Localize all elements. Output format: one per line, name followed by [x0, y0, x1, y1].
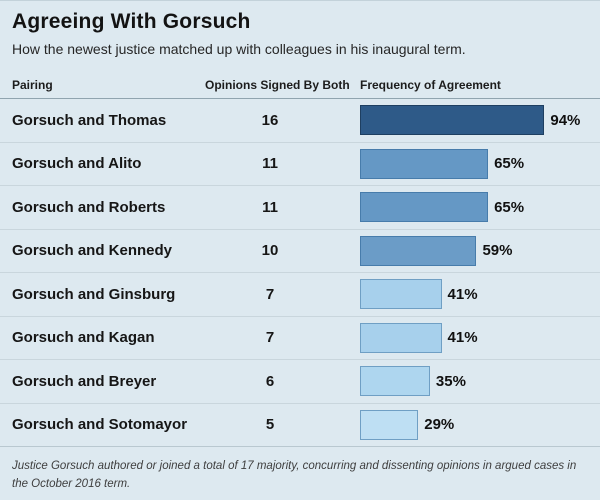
table-row: Gorsuch and Alito 11 65% [0, 143, 600, 186]
table-row: Gorsuch and Sotomayor 5 29% [0, 404, 600, 447]
agreement-bar [360, 322, 442, 353]
bar-area: 94% [360, 105, 600, 136]
table-row: Gorsuch and Kennedy 10 59% [0, 230, 600, 273]
pairing-label: Gorsuch and Kennedy [12, 242, 173, 260]
agreement-bar [360, 148, 489, 179]
agreement-percent-label: 65% [494, 198, 525, 216]
table-row: Gorsuch and Roberts 11 65% [0, 186, 600, 230]
pairing-label: Gorsuch and Ginsburg [12, 285, 176, 303]
pairing-label: Gorsuch and Thomas [12, 111, 167, 129]
agreement-bar [360, 235, 477, 266]
pairing-label: Gorsuch and Sotomayor [12, 416, 188, 434]
table-row: Gorsuch and Kagan 7 41% [0, 317, 600, 360]
bar-area: 59% [360, 235, 600, 266]
agreement-bar [360, 192, 489, 223]
pairing-label: Gorsuch and Alito [12, 155, 142, 173]
column-headers: Pairing Opinions Signed By Both Frequenc… [0, 78, 600, 99]
pairing-label: Gorsuch and Roberts [12, 198, 166, 216]
table-row: Gorsuch and Thomas 16 94% [0, 99, 600, 143]
table-row: Gorsuch and Ginsburg 7 41% [0, 273, 600, 317]
agreement-bar [360, 105, 545, 136]
bar-area: 35% [360, 366, 600, 397]
agreement-percent-label: 65% [494, 155, 525, 173]
chart-subtitle: How the newest justice matched up with c… [12, 41, 466, 57]
opinions-count: 16 [261, 111, 279, 129]
agreement-percent-label: 59% [482, 242, 513, 260]
opinions-count: 11 [262, 155, 278, 173]
bar-area: 65% [360, 192, 600, 223]
pairing-label: Gorsuch and Breyer [12, 372, 157, 390]
table-row: Gorsuch and Breyer 6 35% [0, 360, 600, 404]
pairing-label: Gorsuch and Kagan [12, 329, 155, 347]
bar-area: 41% [360, 322, 600, 353]
opinions-count: 10 [261, 242, 279, 260]
column-header-pairing: Pairing [12, 78, 53, 92]
bar-area: 65% [360, 148, 600, 179]
bar-area: 29% [360, 409, 600, 440]
column-header-frequency: Frequency of Agreement [360, 78, 501, 92]
agreement-bar [360, 366, 430, 397]
agreement-percent-label: 94% [550, 111, 581, 129]
opinions-count: 11 [262, 198, 278, 216]
chart-title: Agreeing With Gorsuch [12, 10, 251, 33]
agreement-percent-label: 29% [424, 416, 455, 434]
opinions-count: 5 [265, 416, 275, 434]
bar-area: 41% [360, 279, 600, 310]
agreement-percent-label: 41% [447, 329, 478, 347]
agreement-percent-label: 35% [435, 372, 466, 390]
agreement-bar [360, 279, 442, 310]
column-header-opinions: Opinions Signed By Both [205, 78, 350, 92]
chart-footnote: Justice Gorsuch authored or joined a tot… [12, 460, 577, 490]
opinions-count: 7 [265, 329, 275, 347]
agreement-bar [360, 409, 419, 440]
agreement-percent-label: 41% [447, 285, 478, 303]
opinions-count: 7 [265, 285, 275, 303]
opinions-count: 6 [265, 372, 275, 390]
bar-chart-rows: Gorsuch and Thomas 16 94% Gorsuch and Al… [0, 99, 600, 447]
